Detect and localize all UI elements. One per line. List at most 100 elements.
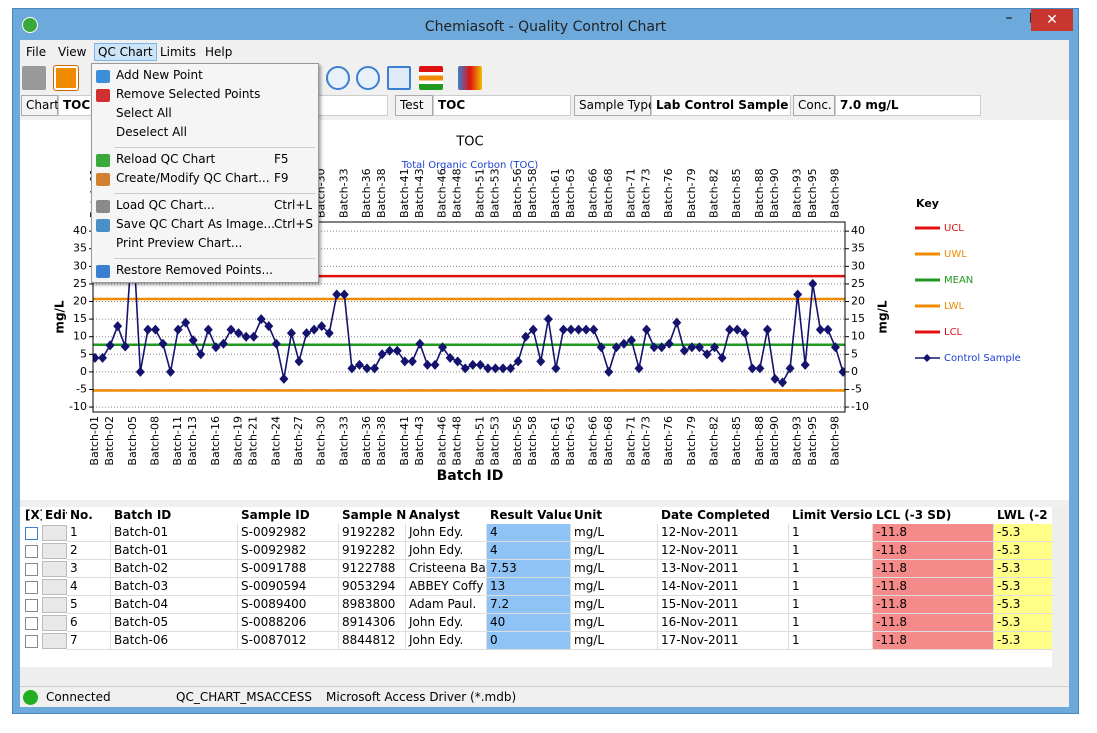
menu-option[interactable]: Create/Modify QC Chart... [116,171,270,185]
x2-tick-label: Batch-56 [511,168,524,218]
edit-button[interactable] [42,615,67,631]
menu-option[interactable]: Add New Point [116,68,203,82]
row-checkbox[interactable] [25,635,38,648]
data-point [687,342,697,353]
row-checkbox[interactable] [25,581,38,594]
data-point [536,356,546,367]
data-point [392,345,402,356]
row-checkbox[interactable] [25,563,38,576]
data-point [710,342,720,353]
menu-item[interactable]: Limits [160,45,196,59]
minimize-button[interactable]: – [1005,10,1013,26]
data-point [113,321,123,332]
data-point [823,324,833,335]
table-cell: 1 [789,560,873,578]
zoom-fit-button[interactable] [387,66,411,90]
x-tick-label: Batch-24 [269,416,282,466]
x-tick-label: Batch-71 [624,416,637,466]
menu-option[interactable]: Print Preview Chart... [116,236,243,250]
table-cell: 7.2 [487,596,571,614]
table-cell: 4 [487,542,571,560]
menu-option[interactable]: Load QC Chart... [116,198,215,212]
data-point [264,321,274,332]
status-text: Microsoft Access Driver (*.mdb) [326,690,517,704]
data-point [551,363,561,374]
table-cell: mg/L [571,632,658,650]
data-point [838,366,845,377]
data-point [370,363,380,374]
table-cell: 15-Nov-2011 [658,596,789,614]
filter-value[interactable]: Lab Control Sample [651,95,791,116]
edit-button[interactable] [42,579,67,595]
menu-item[interactable]: View [58,45,87,59]
toolbar-button[interactable] [22,66,46,90]
close-button[interactable]: ✕ [1031,9,1073,31]
data-point [830,342,840,353]
menu-item[interactable]: Help [205,45,233,59]
x-tick-label: Batch-88 [753,416,766,466]
table-cell: 7.53 [487,560,571,578]
x-tick-label: Batch-93 [791,416,804,466]
row-checkbox[interactable] [25,617,38,630]
data-point [445,352,455,363]
zoom-out-button[interactable] [356,66,380,90]
x2-tick-label: Batch-98 [828,168,841,218]
data-point [105,340,115,351]
report-button[interactable] [458,66,482,90]
data-point [271,338,281,349]
edit-button[interactable] [42,543,67,559]
table-cell: 2 [67,542,111,560]
row-checkbox[interactable] [25,599,38,612]
x-tick-label: Batch-73 [640,416,653,466]
table-cell: 1 [789,578,873,596]
limits-button[interactable] [419,66,443,90]
table-cell: 5 [67,596,111,614]
toolbar-button[interactable] [53,65,79,91]
x-tick-label: Batch-01 [88,416,101,466]
table-cell: 8983800 [339,596,406,614]
data-point [490,363,500,374]
menu-option[interactable]: Deselect All [116,125,187,139]
menu-option[interactable]: Select All [116,106,172,120]
edit-button[interactable] [42,525,67,541]
x-tick-label: Batch-90 [768,416,781,466]
data-point [294,356,304,367]
menu-icon [96,219,110,232]
data-point [317,321,327,332]
table-cell: 4 [67,578,111,596]
menu-option[interactable]: Remove Selected Points [116,87,261,101]
data-point [241,331,251,342]
y2-tick-label: 40 [851,224,865,237]
menu-option[interactable]: Save QC Chart As Image... [116,217,275,231]
data-point [619,338,629,349]
row-checkbox[interactable] [25,527,38,540]
filter-value[interactable]: 7.0 mg/L [835,95,981,116]
table-cell: John Edy. [406,632,487,650]
table-cell: 7 [67,632,111,650]
data-point [574,324,584,335]
y2-tick-label: 30 [851,259,865,272]
menu-option[interactable]: Restore Removed Points... [116,263,273,277]
menu-item[interactable]: QC Chart [94,43,157,61]
data-point [755,363,765,374]
x2-tick-label: Batch-90 [768,168,781,218]
edit-button[interactable] [42,633,67,649]
data-point [475,359,485,370]
data-point [377,349,387,360]
x-tick-label: Batch-27 [292,416,305,466]
horizontal-scrollbar[interactable] [20,668,1069,685]
y2-tick-label: 15 [851,312,865,325]
menu-item[interactable]: File [26,45,47,59]
y-tick-label: 15 [73,312,87,325]
data-point [347,363,357,374]
zoom-in-button[interactable] [326,66,350,90]
x2-tick-label: Batch-73 [640,168,653,218]
legend-label: LCL [944,327,963,338]
menu-option[interactable]: Reload QC Chart [116,152,216,166]
edit-button[interactable] [42,597,67,613]
filter-value[interactable]: TOC [433,95,571,116]
edit-button[interactable] [42,561,67,577]
table-cell: S-0089400 [238,596,339,614]
row-checkbox[interactable] [25,545,38,558]
vertical-scrollbar[interactable] [1052,507,1068,667]
